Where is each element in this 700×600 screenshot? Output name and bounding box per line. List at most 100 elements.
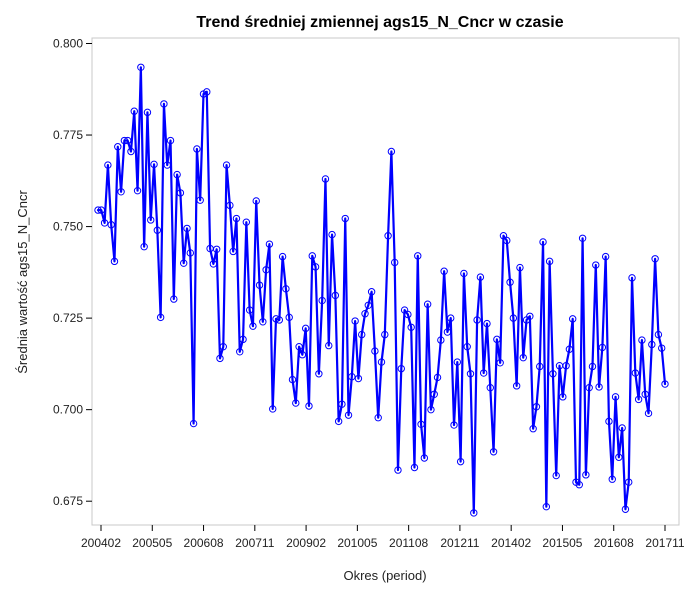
data-point	[592, 261, 600, 269]
data-point	[539, 238, 547, 246]
data-point	[127, 147, 135, 156]
data-point	[163, 161, 171, 169]
data-point	[364, 301, 373, 309]
data-point	[509, 314, 518, 322]
data-point	[519, 353, 527, 362]
x-tick-label: 200402	[81, 536, 121, 550]
chart-title: Trend średniej zmiennej ags15_N_Cncr w c…	[196, 14, 563, 31]
data-point	[377, 358, 386, 366]
data-point	[552, 471, 560, 480]
data-point	[648, 340, 656, 349]
data-point	[404, 310, 412, 319]
data-point	[311, 263, 320, 271]
data-point	[496, 359, 504, 367]
data-point	[338, 400, 346, 408]
data-point	[107, 221, 115, 229]
data-point	[236, 348, 244, 356]
data-point	[483, 319, 491, 328]
data-point	[358, 330, 366, 339]
x-axis: 200402 200505 200608 200711 200902 201005 2011…	[81, 525, 685, 550]
data-point	[582, 471, 590, 479]
data-point	[120, 136, 129, 145]
data-point	[381, 330, 389, 339]
data-point	[216, 354, 224, 363]
data-point	[308, 252, 316, 260]
data-point	[361, 310, 369, 318]
x-tick-label: 200902	[286, 536, 326, 550]
data-point	[542, 502, 551, 511]
data-point	[367, 288, 376, 296]
data-point	[117, 188, 125, 196]
data-point	[305, 402, 313, 410]
data-point	[173, 170, 181, 179]
data-point	[282, 285, 290, 293]
data-point	[450, 421, 458, 429]
data-point	[654, 330, 663, 339]
data-point	[183, 224, 191, 233]
data-point	[166, 136, 175, 145]
data-point	[420, 454, 429, 462]
x-axis-label: Okres (period)	[343, 568, 426, 583]
data-point	[529, 425, 537, 433]
data-point	[569, 315, 577, 323]
data-point	[331, 291, 340, 300]
data-point	[123, 136, 132, 145]
data-point	[219, 342, 227, 351]
data-point	[585, 383, 593, 392]
y-tick-label: 0.775	[53, 128, 83, 142]
y-axis: 0.675 0.700 0.725 0.750 0.775 0.800	[53, 36, 92, 508]
data-point	[447, 314, 455, 322]
data-point	[641, 390, 649, 398]
x-tick-label: 200608	[184, 536, 224, 550]
data-point	[147, 216, 155, 224]
data-point	[486, 383, 494, 392]
data-point	[189, 419, 198, 428]
data-point	[130, 107, 138, 115]
data-point	[565, 345, 574, 353]
data-point	[292, 399, 300, 407]
series-line	[96, 66, 667, 515]
data-point	[644, 409, 653, 418]
x-tick-label: 201108	[389, 536, 428, 550]
data-point	[595, 383, 603, 391]
data-point	[348, 373, 356, 381]
data-point	[489, 448, 498, 456]
data-point	[278, 252, 287, 261]
x-tick-label: 201608	[594, 536, 634, 550]
data-point	[479, 369, 488, 377]
y-axis-label: Średnia wartość ags15_N_Cncr	[15, 190, 30, 374]
data-point	[634, 395, 643, 404]
data-point	[341, 214, 349, 223]
data-point	[618, 424, 626, 432]
data-point	[94, 206, 102, 214]
data-point	[608, 475, 616, 483]
data-point	[437, 336, 445, 344]
x-tick-label: 200505	[132, 536, 172, 550]
data-point	[133, 186, 142, 195]
data-point	[315, 370, 323, 378]
data-point	[621, 505, 630, 513]
data-point	[390, 258, 399, 267]
data-point	[222, 161, 231, 169]
data-point	[170, 295, 178, 303]
data-point	[212, 245, 221, 253]
data-point	[255, 281, 264, 289]
data-point	[588, 362, 597, 371]
data-point	[387, 147, 396, 156]
data-point	[476, 273, 485, 281]
data-point	[259, 318, 267, 326]
data-point	[232, 214, 241, 223]
data-point	[325, 341, 333, 350]
data-point	[430, 390, 438, 398]
data-point	[651, 255, 659, 263]
data-point	[110, 257, 119, 266]
data-point	[470, 509, 478, 517]
data-point	[229, 247, 237, 256]
data-point	[440, 267, 448, 275]
data-point	[628, 274, 636, 282]
data-point	[532, 403, 541, 411]
data-point	[433, 373, 442, 382]
x-tick-label: 201211	[440, 536, 479, 550]
data-point	[631, 369, 640, 377]
